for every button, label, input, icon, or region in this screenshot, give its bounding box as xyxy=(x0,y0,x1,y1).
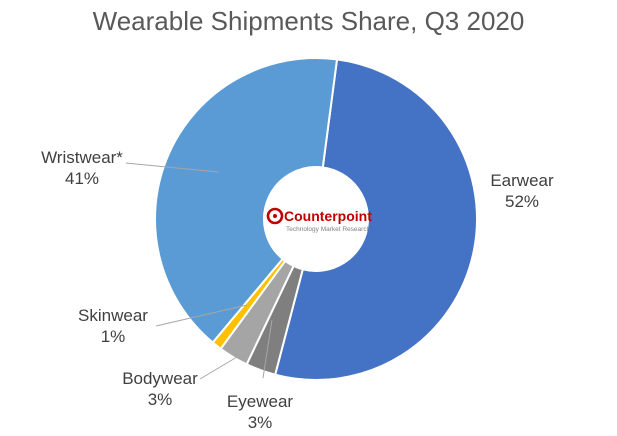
slice-value-earwear: 52% xyxy=(505,192,539,211)
slice-label-bodywear: Bodywear xyxy=(122,369,198,388)
center-logo: Counterpoint Technology Market Research xyxy=(264,167,372,271)
leader-line-eyewear xyxy=(262,319,273,379)
logo-tagline: Technology Market Research xyxy=(286,226,371,233)
leader-line-skinwear xyxy=(155,304,248,327)
slice-label-eyewear: Eyewear xyxy=(227,392,293,411)
slice-value-skinwear: 1% xyxy=(101,327,126,346)
slice-label-skinwear: Skinwear xyxy=(78,306,148,325)
slice-label-earwear: Earwear xyxy=(490,171,554,190)
logo-name: Counterpoint xyxy=(284,208,372,224)
label-leader-lines xyxy=(125,162,273,380)
slice-value-eyewear: 3% xyxy=(248,413,273,432)
leader-line-bodywear xyxy=(199,347,253,380)
slice-label-wristwear: Wristwear* xyxy=(41,148,123,167)
counterpoint-logo-icon xyxy=(266,207,284,225)
slice-value-wristwear: 41% xyxy=(65,169,99,188)
slice-labels: Earwear 52% Eyewear 3% Bodywear 3% Skinwear 1% W… xyxy=(41,148,554,432)
slice-value-bodywear: 3% xyxy=(148,390,173,409)
chart-title: Wearable Shipments Share, Q3 2020 xyxy=(92,6,525,36)
leader-line-wristwear xyxy=(125,162,219,173)
